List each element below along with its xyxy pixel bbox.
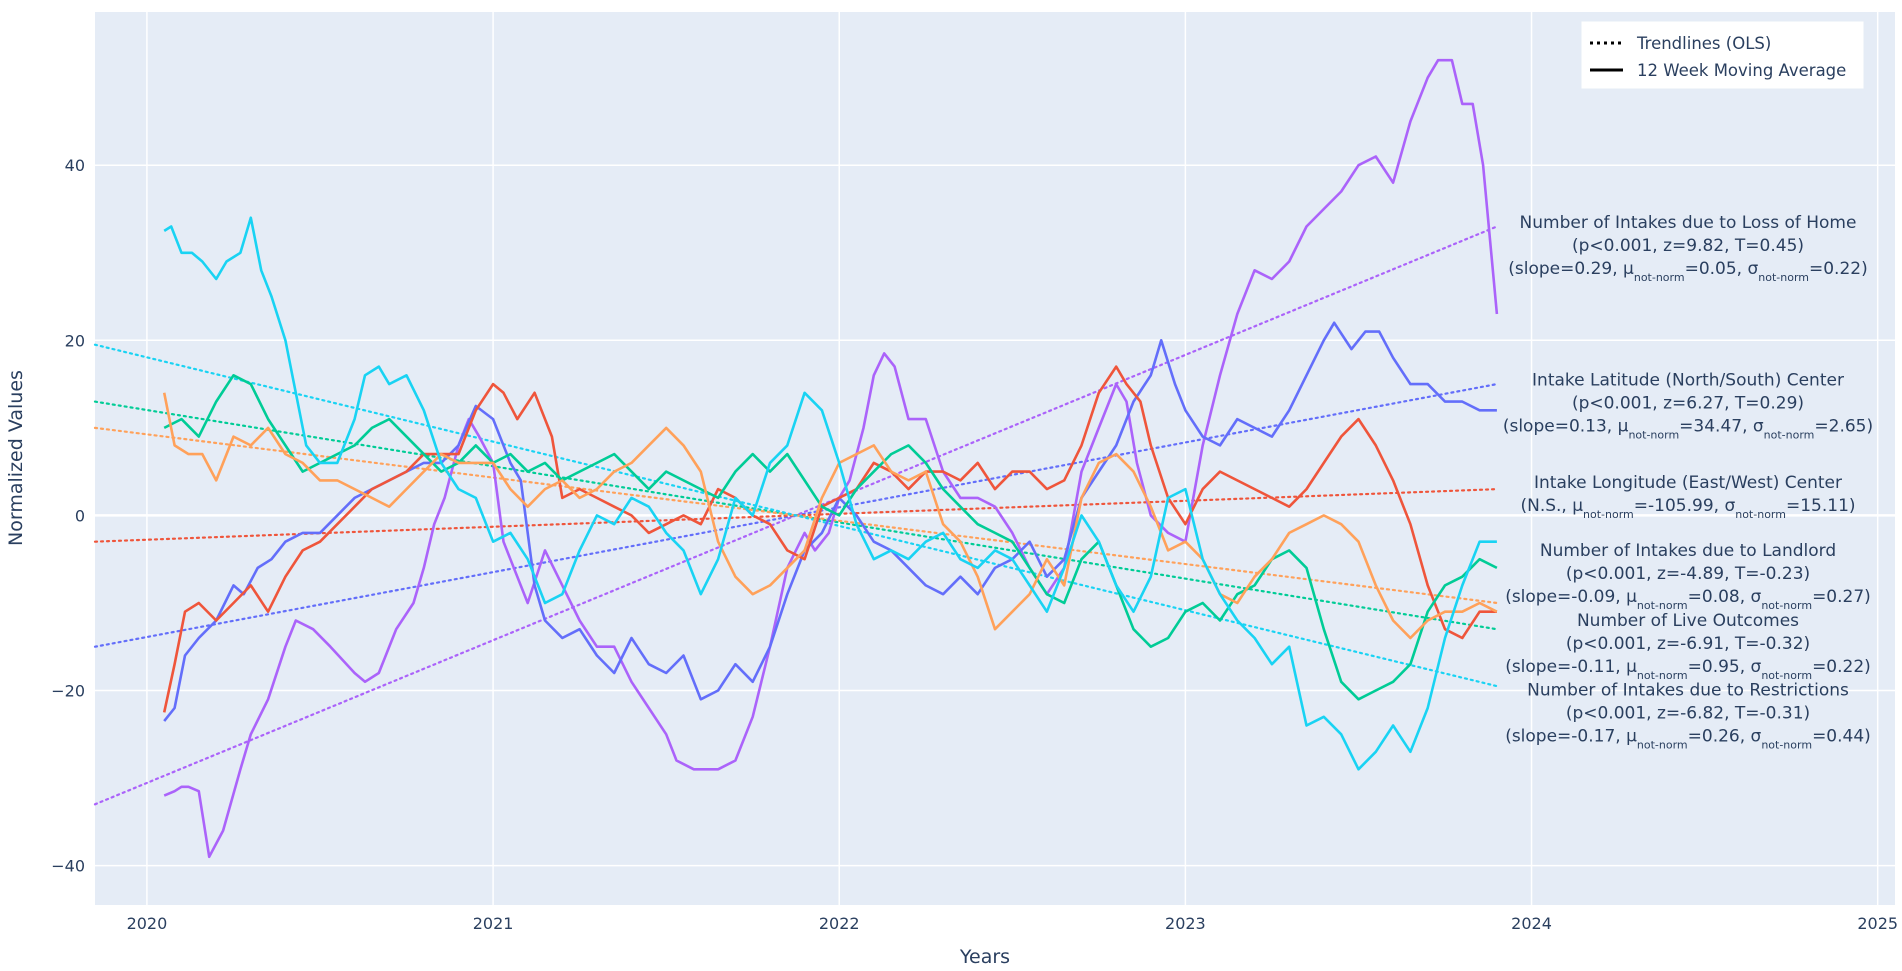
- x-tick-label: 2022: [819, 914, 860, 933]
- annotation-line: Number of Intakes due to Landlord: [1540, 541, 1836, 561]
- y-tick-label: 20: [65, 331, 85, 350]
- series-line-5: [163, 216, 1497, 771]
- annotations: Number of Intakes due to Loss of Home (p<…: [1503, 213, 1873, 751]
- annotation-line: (p<0.001, z=6.27, T=0.29): [1572, 393, 1804, 413]
- series-line-0: [163, 58, 1499, 859]
- annotation-line: (p<0.001, z=-6.82, T=-0.31): [1566, 703, 1810, 723]
- annotation-line: Number of Live Outcomes: [1577, 611, 1799, 631]
- annotation-line: (slope=0.29, μnot-norm=0.05, σnot-norm=0…: [1508, 259, 1867, 284]
- annotation-line: (slope=-0.09, μnot-norm=0.08, σnot-norm=…: [1505, 587, 1871, 612]
- grid: [95, 12, 1895, 905]
- tick-labels: 2020 2021 2022 2023 2024 2025 −40 −20 0 20 40: [51, 156, 1898, 933]
- annotation-line: (slope=0.13, μnot-norm=34.47, σnot-norm=…: [1503, 416, 1873, 441]
- annotation-line: Number of Intakes due to Restrictions: [1527, 680, 1849, 700]
- y-tick-label: 40: [65, 156, 85, 175]
- trendline-5: [93, 343, 1499, 688]
- series-line-3: [163, 374, 1498, 701]
- y-tick-label: 0: [75, 506, 85, 525]
- annotation-line: (slope=-0.11, μnot-norm=0.95, σnot-norm=…: [1505, 657, 1871, 682]
- y-tick-label: −40: [51, 857, 85, 876]
- x-axis-title: Years: [959, 946, 1010, 968]
- annotation-line: (slope=-0.17, μnot-norm=0.26, σnot-norm=…: [1505, 726, 1871, 751]
- annotation-line: Number of Intakes due to Loss of Home: [1520, 213, 1857, 233]
- series-line-1: [163, 321, 1497, 722]
- legend-moving-average-label: 12 Week Moving Average: [1637, 61, 1846, 80]
- annotation-line: Intake Latitude (North/South) Center: [1532, 370, 1844, 390]
- series-line-4: [162, 392, 1498, 640]
- y-tick-label: −20: [51, 682, 85, 701]
- x-tick-label: 2021: [473, 914, 514, 933]
- annotation-line: (N.S., μnot-norm=-105.99, σnot-norm=15.1…: [1520, 496, 1855, 521]
- legend: Trendlines (OLS) 12 Week Moving Average: [1581, 21, 1864, 89]
- annotation-line: (p<0.001, z=-6.91, T=-0.32): [1566, 634, 1810, 654]
- annotation-line: (p<0.001, z=9.82, T=0.45): [1572, 236, 1804, 256]
- annotation-line: (p<0.001, z=-4.89, T=-0.23): [1566, 564, 1810, 584]
- annotation-line: Intake Longitude (East/West) Center: [1534, 473, 1842, 493]
- y-axis-title: Normalized Values: [5, 370, 27, 546]
- legend-trendline-label: Trendlines (OLS): [1636, 34, 1771, 53]
- x-tick-label: 2023: [1165, 914, 1206, 933]
- x-tick-label: 2020: [127, 914, 168, 933]
- legend-box: [1581, 21, 1864, 89]
- moving-average-lines: [162, 58, 1499, 859]
- x-tick-label: 2024: [1511, 914, 1552, 933]
- plot-background: [95, 12, 1895, 905]
- x-tick-label: 2025: [1857, 914, 1898, 933]
